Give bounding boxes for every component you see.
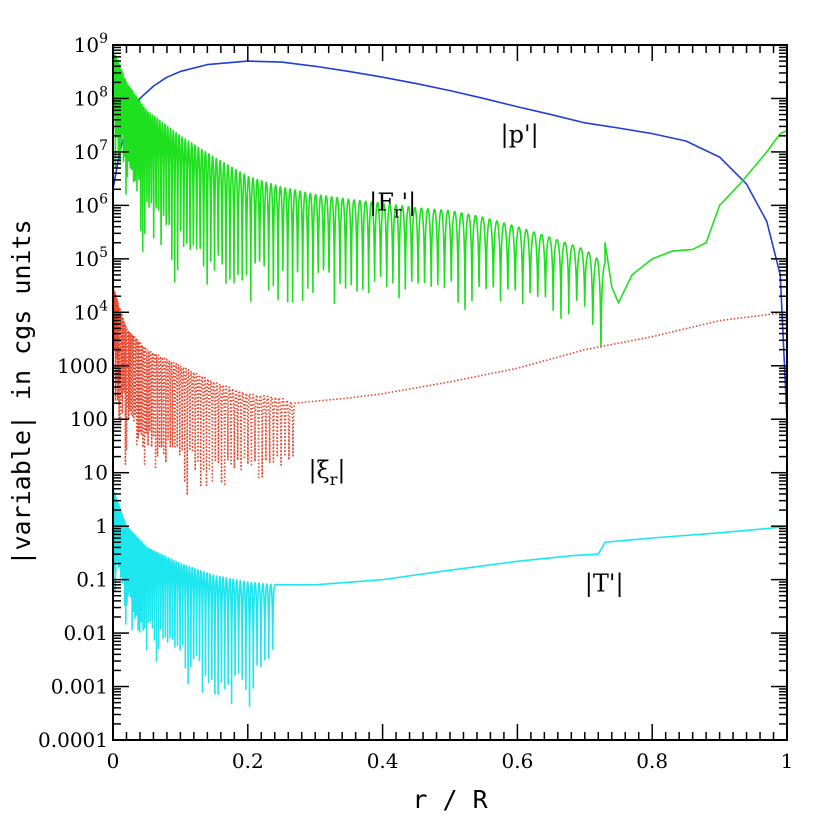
y-tick-label: 106 (74, 191, 108, 217)
x-tick-label: 0.2 (232, 749, 264, 773)
x-tick-label: 0.6 (501, 749, 533, 773)
series-flux-line (112, 47, 788, 348)
y-tick-label: 0.001 (51, 675, 108, 699)
y-tick-label: 1000 (57, 354, 108, 378)
annotation-layer: |p'| |Fr'| |ξr| |T'| (308, 121, 623, 599)
x-tick-label: 0.4 (367, 749, 399, 773)
y-tick-label: 105 (74, 245, 108, 271)
annotation-F: |Fr'| (369, 189, 416, 222)
y-tick-label: 100 (70, 407, 108, 431)
x-tick-label: 0 (107, 749, 120, 773)
annotation-p: |p'| (501, 121, 539, 150)
series-layer (112, 47, 788, 708)
y-tick-label: 0.1 (76, 568, 108, 592)
y-tick-label: 109 (74, 31, 108, 57)
y-tick-label: 0.0001 (38, 728, 108, 752)
x-axis-title: r / R (412, 785, 488, 814)
y-tick-label: 104 (74, 298, 108, 324)
y-tick-label: 10 (83, 461, 108, 485)
tick-label-layer: 0 0.2 0.4 0.6 0.8 1 0.0001 0.001 0.01 0.1 1 10 100 10… (38, 31, 793, 773)
tick-layer (112, 44, 788, 741)
x-tick-label: 1 (781, 749, 794, 773)
y-tick-label: 107 (74, 138, 108, 164)
annotation-xi: |ξr| (308, 456, 345, 489)
x-tick-label: 0.8 (636, 749, 668, 773)
series-p-line (112, 60, 788, 420)
series-xi-line (112, 286, 788, 496)
y-tick-label: 0.01 (63, 621, 108, 645)
y-tick-label: 108 (74, 84, 108, 110)
y-axis-title: |variable| in cgs units (7, 219, 36, 565)
y-tick-label: 1 (95, 514, 108, 538)
series-temp-line (112, 488, 788, 708)
annotation-T: |T'| (585, 569, 624, 598)
